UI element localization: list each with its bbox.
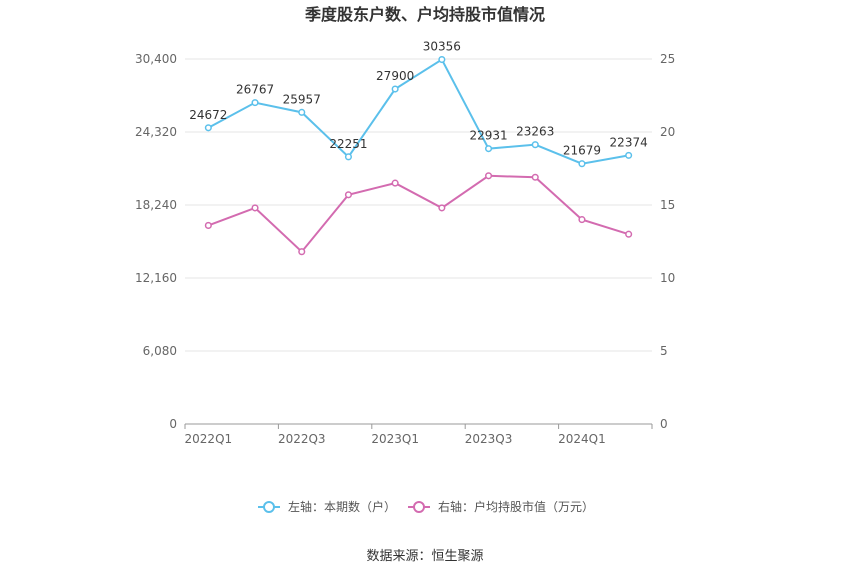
left-tick-label: 24,320	[135, 125, 177, 139]
right-tick-label: 10	[660, 271, 675, 285]
legend-label: 右轴：户均持股市值（万元）	[438, 499, 594, 514]
series-line	[207, 174, 629, 254]
x-tick-label: 2023Q3	[465, 432, 513, 446]
grid-lines	[185, 58, 652, 352]
data-point	[251, 204, 259, 212]
legend-marker	[263, 501, 275, 513]
data-label: 26767	[236, 83, 274, 97]
data-point	[438, 204, 446, 212]
left-tick-label: 12,160	[135, 271, 177, 285]
right-tick-label: 5	[660, 344, 668, 358]
series-households	[204, 55, 633, 168]
right-axis: 0 5 10 15 20 25	[660, 52, 675, 431]
legend-label: 左轴：本期数（户）	[288, 499, 396, 514]
data-point	[625, 151, 633, 159]
data-point	[625, 230, 633, 238]
right-tick-label: 0	[660, 417, 668, 431]
legend-item-households[interactable]: 左轴：本期数（户）	[258, 499, 396, 514]
data-label: 25957	[283, 92, 321, 106]
data-point	[531, 141, 539, 149]
legend-marker	[413, 501, 425, 513]
data-point	[204, 124, 212, 132]
left-tick-label: 18,240	[135, 198, 177, 212]
data-point	[204, 221, 212, 229]
data-point	[578, 160, 586, 168]
data-point	[438, 55, 446, 64]
data-point	[298, 248, 306, 256]
data-label: 22931	[469, 129, 507, 143]
data-point	[298, 108, 306, 116]
data-label: 27900	[376, 69, 414, 83]
legend-item-avg-market-value[interactable]: 右轴：户均持股市值（万元）	[408, 499, 594, 514]
data-point	[485, 172, 493, 180]
chart-title: 季度股东户数、户均持股市值情况	[304, 5, 545, 24]
source-note: 数据来源：恒生聚源	[366, 549, 483, 564]
data-point	[531, 173, 539, 181]
right-tick-label: 15	[660, 198, 675, 212]
right-tick-label: 25	[660, 52, 675, 66]
data-label: 22374	[610, 135, 648, 149]
data-point	[391, 85, 399, 93]
legend[interactable]: 左轴：本期数（户） 右轴：户均持股市值（万元）	[258, 499, 594, 514]
data-label: 22251	[329, 137, 367, 151]
data-point	[344, 153, 353, 161]
left-axis: 0 6,080 12,160 18,240 24,320 30,400	[135, 52, 177, 431]
data-labels: 24672 26767 25957 22251 27900 30356 22931 23263…	[189, 40, 647, 158]
data-label: 24672	[189, 108, 227, 122]
x-tick-label: 2022Q1	[185, 432, 233, 446]
series-avg-market-value	[204, 172, 633, 256]
x-axis: 2022Q1 2022Q3 2023Q1 2023Q3 2024Q1	[184, 423, 653, 446]
data-point	[251, 99, 259, 107]
data-label: 21679	[563, 144, 601, 158]
data-point	[391, 179, 399, 187]
data-point	[344, 191, 353, 199]
x-tick-label: 2024Q1	[558, 432, 606, 446]
left-tick-label: 6,080	[143, 344, 177, 358]
data-point	[578, 216, 586, 224]
series-layer	[204, 55, 633, 256]
data-point	[485, 145, 493, 153]
right-tick-label: 20	[660, 125, 675, 139]
x-tick-label: 2023Q1	[371, 432, 419, 446]
x-tick-label: 2022Q3	[278, 432, 326, 446]
data-label: 23263	[516, 125, 554, 139]
data-label: 30356	[423, 40, 461, 54]
left-tick-label: 30,400	[135, 52, 177, 66]
left-tick-label: 0	[169, 417, 177, 431]
series-line	[207, 58, 629, 165]
